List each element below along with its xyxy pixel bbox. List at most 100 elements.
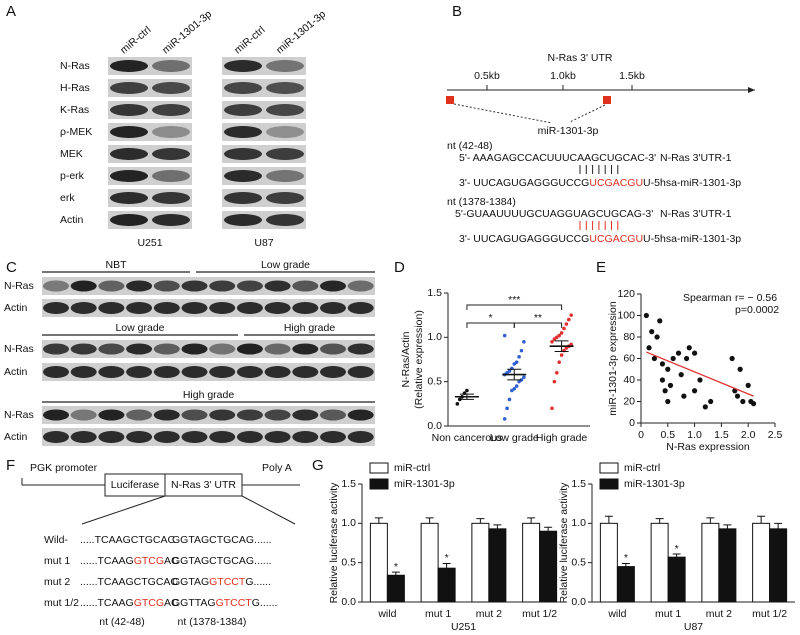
sequence-part: ......TCAAG	[80, 597, 134, 609]
blot-band	[266, 82, 304, 94]
bar	[718, 528, 737, 603]
bar	[522, 522, 541, 603]
blot-band	[209, 280, 236, 292]
blot-band	[98, 431, 125, 443]
data-point	[702, 404, 708, 410]
blot-band	[266, 192, 304, 204]
site-position: nt (1378-1384)	[447, 196, 516, 208]
mirna-label: miR-1301-3p	[538, 125, 599, 137]
blot-band	[153, 280, 180, 292]
data-point	[559, 353, 564, 357]
blot-band	[236, 366, 263, 378]
data-point	[567, 317, 571, 322]
annotation: p=0.0002	[735, 304, 779, 316]
y-tick-label: 100	[617, 309, 635, 321]
dashed-arrow	[569, 104, 606, 123]
error-bar	[507, 368, 522, 381]
group-header: Low grade	[115, 322, 164, 334]
y-tick-label: 1.0	[427, 331, 442, 343]
blot-band	[43, 343, 69, 355]
y-tick-label: 1.5	[571, 478, 586, 490]
legend-label: miR-ctrl	[394, 462, 430, 474]
sequence-part: ......TCAAGCTGCAC	[80, 576, 178, 588]
construct-sequence: ......TCAAGGTCGAC	[80, 555, 179, 567]
legend-label: miR-1301-3p	[394, 478, 455, 490]
blot-band	[126, 431, 153, 443]
blot-band	[224, 214, 262, 226]
x-tick-label: mut 1/2	[522, 608, 557, 620]
data-point	[646, 345, 652, 351]
x-axis-label: U251	[451, 621, 476, 633]
sequence-part: .....TCAAGCTGCAC	[80, 534, 176, 546]
legend-swatch	[599, 462, 619, 474]
error-bar	[621, 562, 630, 567]
data-point	[519, 348, 524, 353]
bar	[420, 522, 439, 603]
site-label: nt (1378-1384)	[178, 616, 247, 628]
blot-band	[224, 126, 262, 138]
mirna-name: hsa-miR-1301-3p	[660, 233, 741, 245]
significance-label: *	[624, 552, 628, 564]
y-tick-label: 1.0	[571, 517, 586, 529]
error-bar	[544, 526, 553, 532]
legend-swatch	[369, 462, 389, 474]
sequence-part: ......TCAAG	[80, 555, 134, 567]
utr-title: N-Ras 3' UTR	[547, 52, 612, 64]
group-header: High grade	[284, 322, 336, 334]
cell-line-label: U87	[254, 237, 273, 249]
x-tick-label: Low grade	[490, 432, 539, 444]
blot-band	[126, 343, 153, 355]
blot-band	[209, 431, 236, 443]
bar	[539, 530, 558, 603]
y-tick-label: 0.5	[427, 375, 442, 387]
x-tick-label: 0.5	[660, 429, 675, 441]
blot-band	[110, 170, 148, 182]
row-label: N-Ras	[4, 409, 34, 421]
blot-band	[43, 366, 69, 378]
blot-band	[153, 409, 180, 421]
data-point	[697, 377, 703, 383]
blot-band	[126, 280, 153, 292]
data-point	[559, 331, 564, 335]
significance-label: *	[394, 561, 398, 573]
data-point	[708, 398, 714, 405]
bar	[616, 566, 635, 603]
blot-band	[43, 431, 69, 443]
significance-label: *	[489, 312, 493, 324]
blot-strip	[42, 428, 375, 446]
significance-label: **	[534, 312, 542, 324]
bar	[488, 528, 507, 603]
error-bar	[527, 517, 536, 524]
data-point	[569, 342, 573, 347]
blot-band	[320, 366, 346, 378]
blot-band	[320, 343, 346, 355]
bar	[752, 522, 771, 603]
blot-band	[152, 82, 190, 94]
x-tick-label: mut 1/2	[752, 608, 787, 620]
error-bar	[391, 571, 400, 576]
blot-band	[320, 302, 346, 314]
bar	[769, 528, 788, 603]
error-bar	[374, 517, 383, 524]
blot-band	[43, 409, 69, 421]
utr-sequence: 5'- AAAGAGCCACUUUCAAGCUGCAC-3'	[459, 152, 656, 164]
error-bar	[459, 393, 474, 400]
blot-band	[264, 343, 291, 355]
blot-band	[70, 343, 97, 355]
construct-name: mut 2	[44, 576, 70, 588]
blot-band	[292, 409, 319, 421]
blot-band	[181, 366, 208, 378]
blot-band	[236, 280, 263, 292]
error-bar	[604, 515, 613, 524]
blot-band	[110, 104, 148, 116]
blot-band	[110, 126, 148, 138]
row-label: Actin	[60, 214, 84, 226]
blot-band	[266, 126, 304, 138]
y-tick-label: 0.0	[427, 420, 442, 432]
blot-band	[224, 60, 262, 72]
bar	[667, 556, 686, 603]
bar	[701, 522, 720, 603]
blot-band	[70, 409, 97, 421]
blot-band	[126, 366, 153, 378]
